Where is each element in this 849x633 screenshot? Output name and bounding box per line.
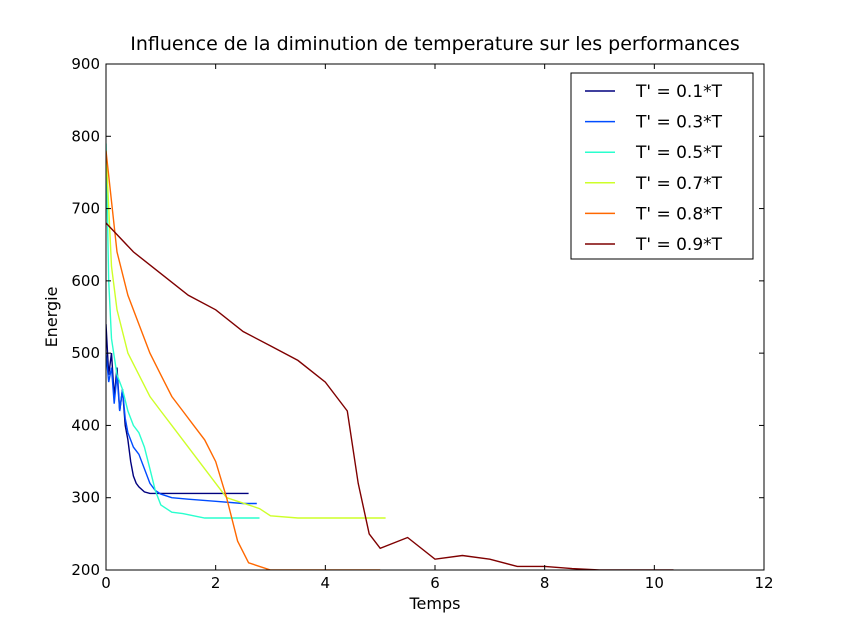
legend-label: T' = 0.5*T [635,143,723,163]
y-tick-label: 600 [71,272,100,290]
chart-title: Influence de la diminution de temperatur… [130,33,740,55]
series-line-5 [106,150,381,570]
series-layer [106,143,674,570]
x-tick-label: 8 [540,574,550,592]
legend-label: T' = 0.8*T [635,204,723,224]
series-line-4 [106,150,386,519]
series-line-2 [106,353,257,505]
ticks-layer: 0 2 4 6 8 10 12 200 300 400 500 600 700 800 900 [71,55,773,592]
legend-box [570,72,754,260]
legend-label: T' = 0.1*T [635,82,723,102]
x-tick-label: 4 [321,574,331,592]
series-line-3 [106,143,260,519]
y-tick-label: 800 [71,127,100,145]
legend-label: T' = 0.3*T [635,113,723,133]
legend-label: T' = 0.9*T [635,235,723,255]
x-tick-label: 10 [645,574,664,592]
y-tick-label: 700 [71,200,100,218]
y-tick-label: 500 [71,344,100,362]
legend: T' = 0.1*T T' = 0.3*T T' = 0.5*T T' = 0.7*T… [570,72,754,260]
series-line-6 [106,222,674,570]
y-tick-label: 900 [71,55,100,73]
y-tick-label: 200 [71,561,100,579]
y-tick-label: 400 [71,416,100,434]
y-axis-label: Energie [42,287,61,348]
legend-label: T' = 0.7*T [635,174,723,194]
x-tick-label: 2 [211,574,221,592]
x-tick-label: 12 [754,574,773,592]
x-tick-label: 0 [101,574,111,592]
x-tick-label: 6 [430,574,440,592]
x-axis-label: Temps [409,594,461,613]
y-tick-label: 300 [71,489,100,507]
